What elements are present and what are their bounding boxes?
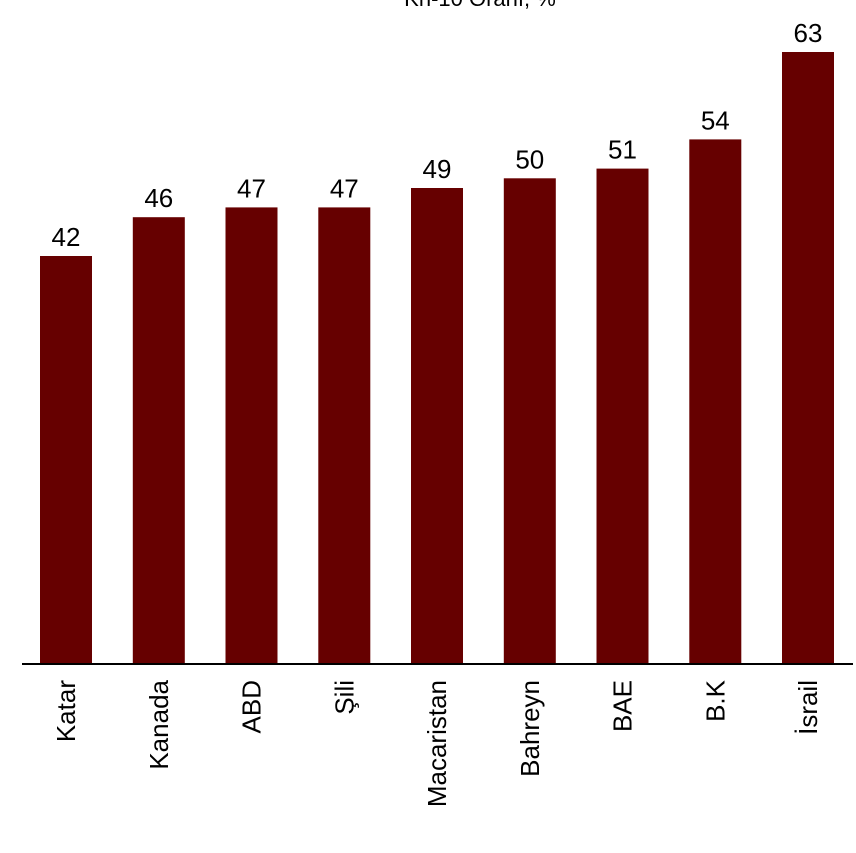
value-label-2: 47 bbox=[237, 173, 266, 203]
bar-3 bbox=[318, 207, 371, 664]
value-label-7: 54 bbox=[701, 105, 730, 135]
value-label-0: 42 bbox=[52, 222, 81, 252]
bar-4 bbox=[411, 188, 463, 664]
bar-8 bbox=[782, 52, 834, 664]
category-label-2: ABD bbox=[237, 680, 267, 733]
category-label-6: BAE bbox=[608, 680, 638, 732]
bar-6 bbox=[596, 168, 649, 664]
bar-5 bbox=[503, 178, 556, 665]
bar-1 bbox=[132, 217, 185, 664]
value-labels-group: 42 46 47 47 49 50 51 54 63 bbox=[52, 18, 823, 252]
bar-0 bbox=[40, 256, 92, 664]
category-labels-group: Katar Kanada ABD Şili Macaristan Bahreyn BAE B.… bbox=[51, 679, 823, 807]
bars-group bbox=[40, 52, 834, 665]
value-label-5: 50 bbox=[515, 144, 544, 174]
chart-title: Kh-10 Oranı, % bbox=[404, 0, 556, 11]
category-label-7: B.K bbox=[700, 679, 730, 722]
bar-2 bbox=[225, 207, 278, 664]
value-label-1: 46 bbox=[144, 183, 173, 213]
value-label-3: 47 bbox=[330, 173, 359, 203]
category-label-1: Kanada bbox=[144, 679, 174, 769]
category-label-8: İsrail bbox=[793, 680, 823, 735]
category-label-3: Şili bbox=[329, 680, 359, 715]
value-label-6: 51 bbox=[608, 135, 637, 165]
bar-7 bbox=[689, 139, 742, 664]
category-label-4: Macaristan bbox=[422, 680, 452, 807]
value-label-4: 49 bbox=[423, 154, 452, 184]
category-label-5: Bahreyn bbox=[515, 680, 545, 777]
value-label-8: 63 bbox=[794, 18, 823, 48]
category-label-0: Katar bbox=[51, 680, 81, 742]
